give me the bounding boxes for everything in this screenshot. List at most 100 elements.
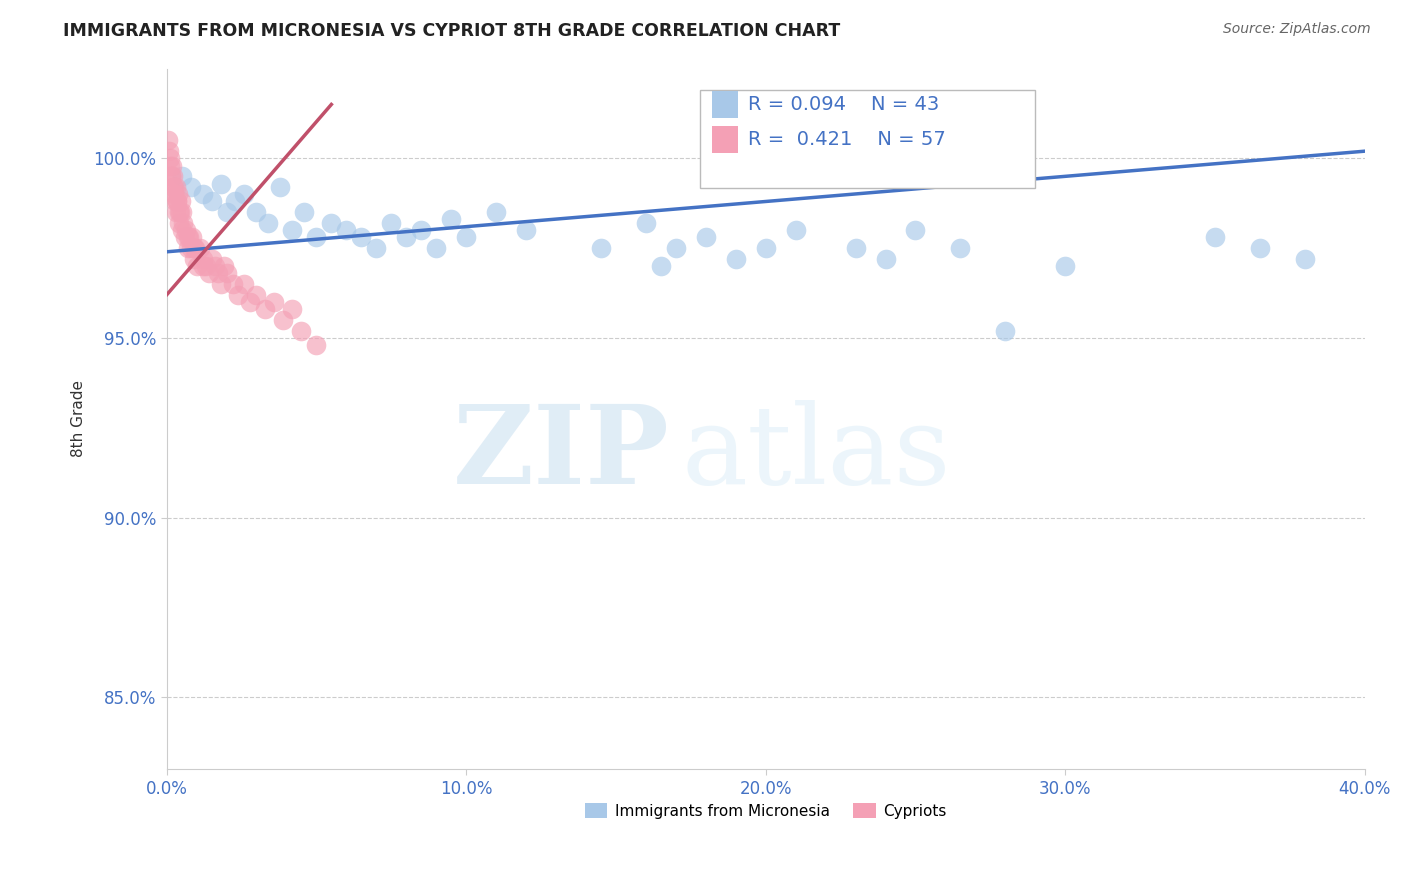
Point [170, 205, 193, 219]
Point [200, 194, 222, 209]
Point [212, 259, 235, 273]
Point [254, 302, 277, 317]
Point [162, 169, 184, 184]
Point [350, 230, 373, 244]
Point [183, 252, 205, 266]
Point [949, 241, 972, 255]
Point [191, 259, 214, 273]
Point [184, 241, 207, 255]
Point [183, 241, 205, 255]
Point [1054, 259, 1077, 273]
Point [366, 241, 388, 255]
Point [159, 152, 181, 166]
Point [456, 230, 478, 244]
Point [904, 223, 927, 237]
Point [170, 169, 193, 184]
Point [209, 277, 232, 292]
Point [177, 230, 200, 244]
Text: R = 0.094    N = 43: R = 0.094 N = 43 [748, 95, 939, 114]
Point [176, 230, 198, 244]
Point [159, 159, 181, 173]
Point [163, 187, 186, 202]
Point [221, 277, 243, 292]
Point [755, 241, 778, 255]
Point [174, 223, 197, 237]
Point [650, 259, 672, 273]
Point [209, 177, 232, 191]
Legend: Immigrants from Micronesia, Cypriots: Immigrants from Micronesia, Cypriots [578, 797, 953, 825]
Text: atlas: atlas [682, 401, 952, 508]
Point [157, 133, 180, 147]
Point [380, 216, 402, 230]
Point [335, 223, 357, 237]
Point [173, 230, 195, 244]
Point [163, 194, 186, 209]
Point [160, 169, 183, 184]
Point [281, 302, 304, 317]
Point [180, 241, 202, 255]
Point [292, 205, 315, 219]
Point [191, 252, 214, 266]
Text: Source: ZipAtlas.com: Source: ZipAtlas.com [1223, 22, 1371, 37]
Point [160, 159, 183, 173]
Point [994, 324, 1017, 338]
Point [411, 223, 433, 237]
Point [263, 295, 285, 310]
Point [167, 187, 190, 202]
Point [269, 180, 291, 194]
Point [207, 266, 229, 280]
Point [215, 266, 238, 280]
Point [875, 252, 897, 266]
Point [166, 205, 188, 219]
Point [188, 241, 211, 255]
Point [166, 194, 188, 209]
Point [204, 259, 226, 273]
Point [665, 241, 688, 255]
Point [169, 205, 191, 219]
FancyBboxPatch shape [700, 89, 1035, 187]
Point [1204, 230, 1226, 244]
Point [181, 230, 204, 244]
Point [170, 194, 193, 209]
Point [245, 205, 267, 219]
Point [215, 205, 238, 219]
Point [170, 223, 193, 237]
Point [440, 212, 463, 227]
Point [162, 180, 184, 194]
Point [305, 230, 328, 244]
Point [167, 205, 190, 219]
Point [163, 180, 186, 194]
Point [166, 194, 188, 209]
Point [186, 259, 208, 273]
Point [305, 338, 328, 352]
Point [233, 277, 256, 292]
Point [233, 187, 256, 202]
Point [197, 266, 219, 280]
Point [290, 324, 312, 338]
Point [239, 295, 262, 310]
Text: ZIP: ZIP [453, 401, 669, 508]
Point [321, 216, 343, 230]
Point [695, 230, 717, 244]
Point [1294, 252, 1316, 266]
Point [245, 288, 267, 302]
Text: R =  0.421    N = 57: R = 0.421 N = 57 [748, 130, 945, 150]
Point [257, 216, 280, 230]
Point [273, 313, 295, 327]
Point [634, 216, 657, 230]
Point [515, 223, 537, 237]
Point [845, 241, 868, 255]
Point [176, 241, 198, 255]
Point [281, 223, 304, 237]
Point [785, 223, 807, 237]
Point [589, 241, 612, 255]
Point [167, 216, 190, 230]
Point [395, 230, 418, 244]
FancyBboxPatch shape [711, 126, 738, 153]
Point [425, 241, 447, 255]
Point [165, 180, 187, 194]
Point [180, 180, 202, 194]
Text: IMMIGRANTS FROM MICRONESIA VS CYPRIOT 8TH GRADE CORRELATION CHART: IMMIGRANTS FROM MICRONESIA VS CYPRIOT 8T… [63, 22, 841, 40]
Point [172, 216, 194, 230]
Point [224, 194, 246, 209]
